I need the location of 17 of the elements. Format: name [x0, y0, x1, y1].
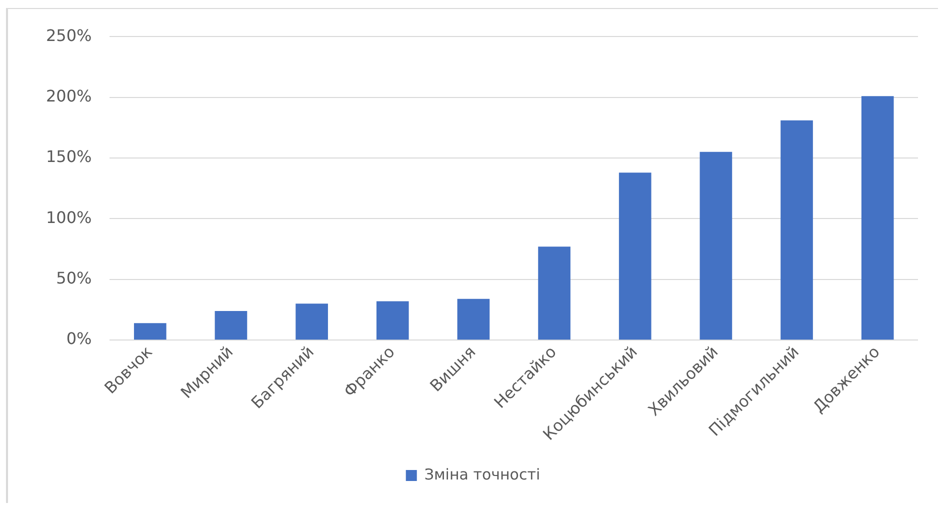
y-tick-label: 0% — [66, 329, 92, 348]
bar — [214, 310, 248, 340]
bar — [538, 246, 570, 340]
bar — [296, 304, 328, 340]
bar — [618, 172, 652, 340]
bar — [780, 120, 813, 340]
y-tick-label: 150% — [46, 147, 92, 166]
bar — [376, 301, 409, 340]
y-tick-label: 50% — [56, 268, 92, 288]
y-tick-label: 250% — [46, 26, 92, 45]
legend-label: Зміна точності — [424, 465, 540, 484]
y-tick-label: 200% — [46, 86, 92, 106]
bar — [134, 323, 166, 340]
bar — [457, 298, 490, 340]
bar — [700, 152, 732, 340]
bar — [861, 96, 894, 340]
y-tick-label: 100% — [46, 208, 92, 227]
